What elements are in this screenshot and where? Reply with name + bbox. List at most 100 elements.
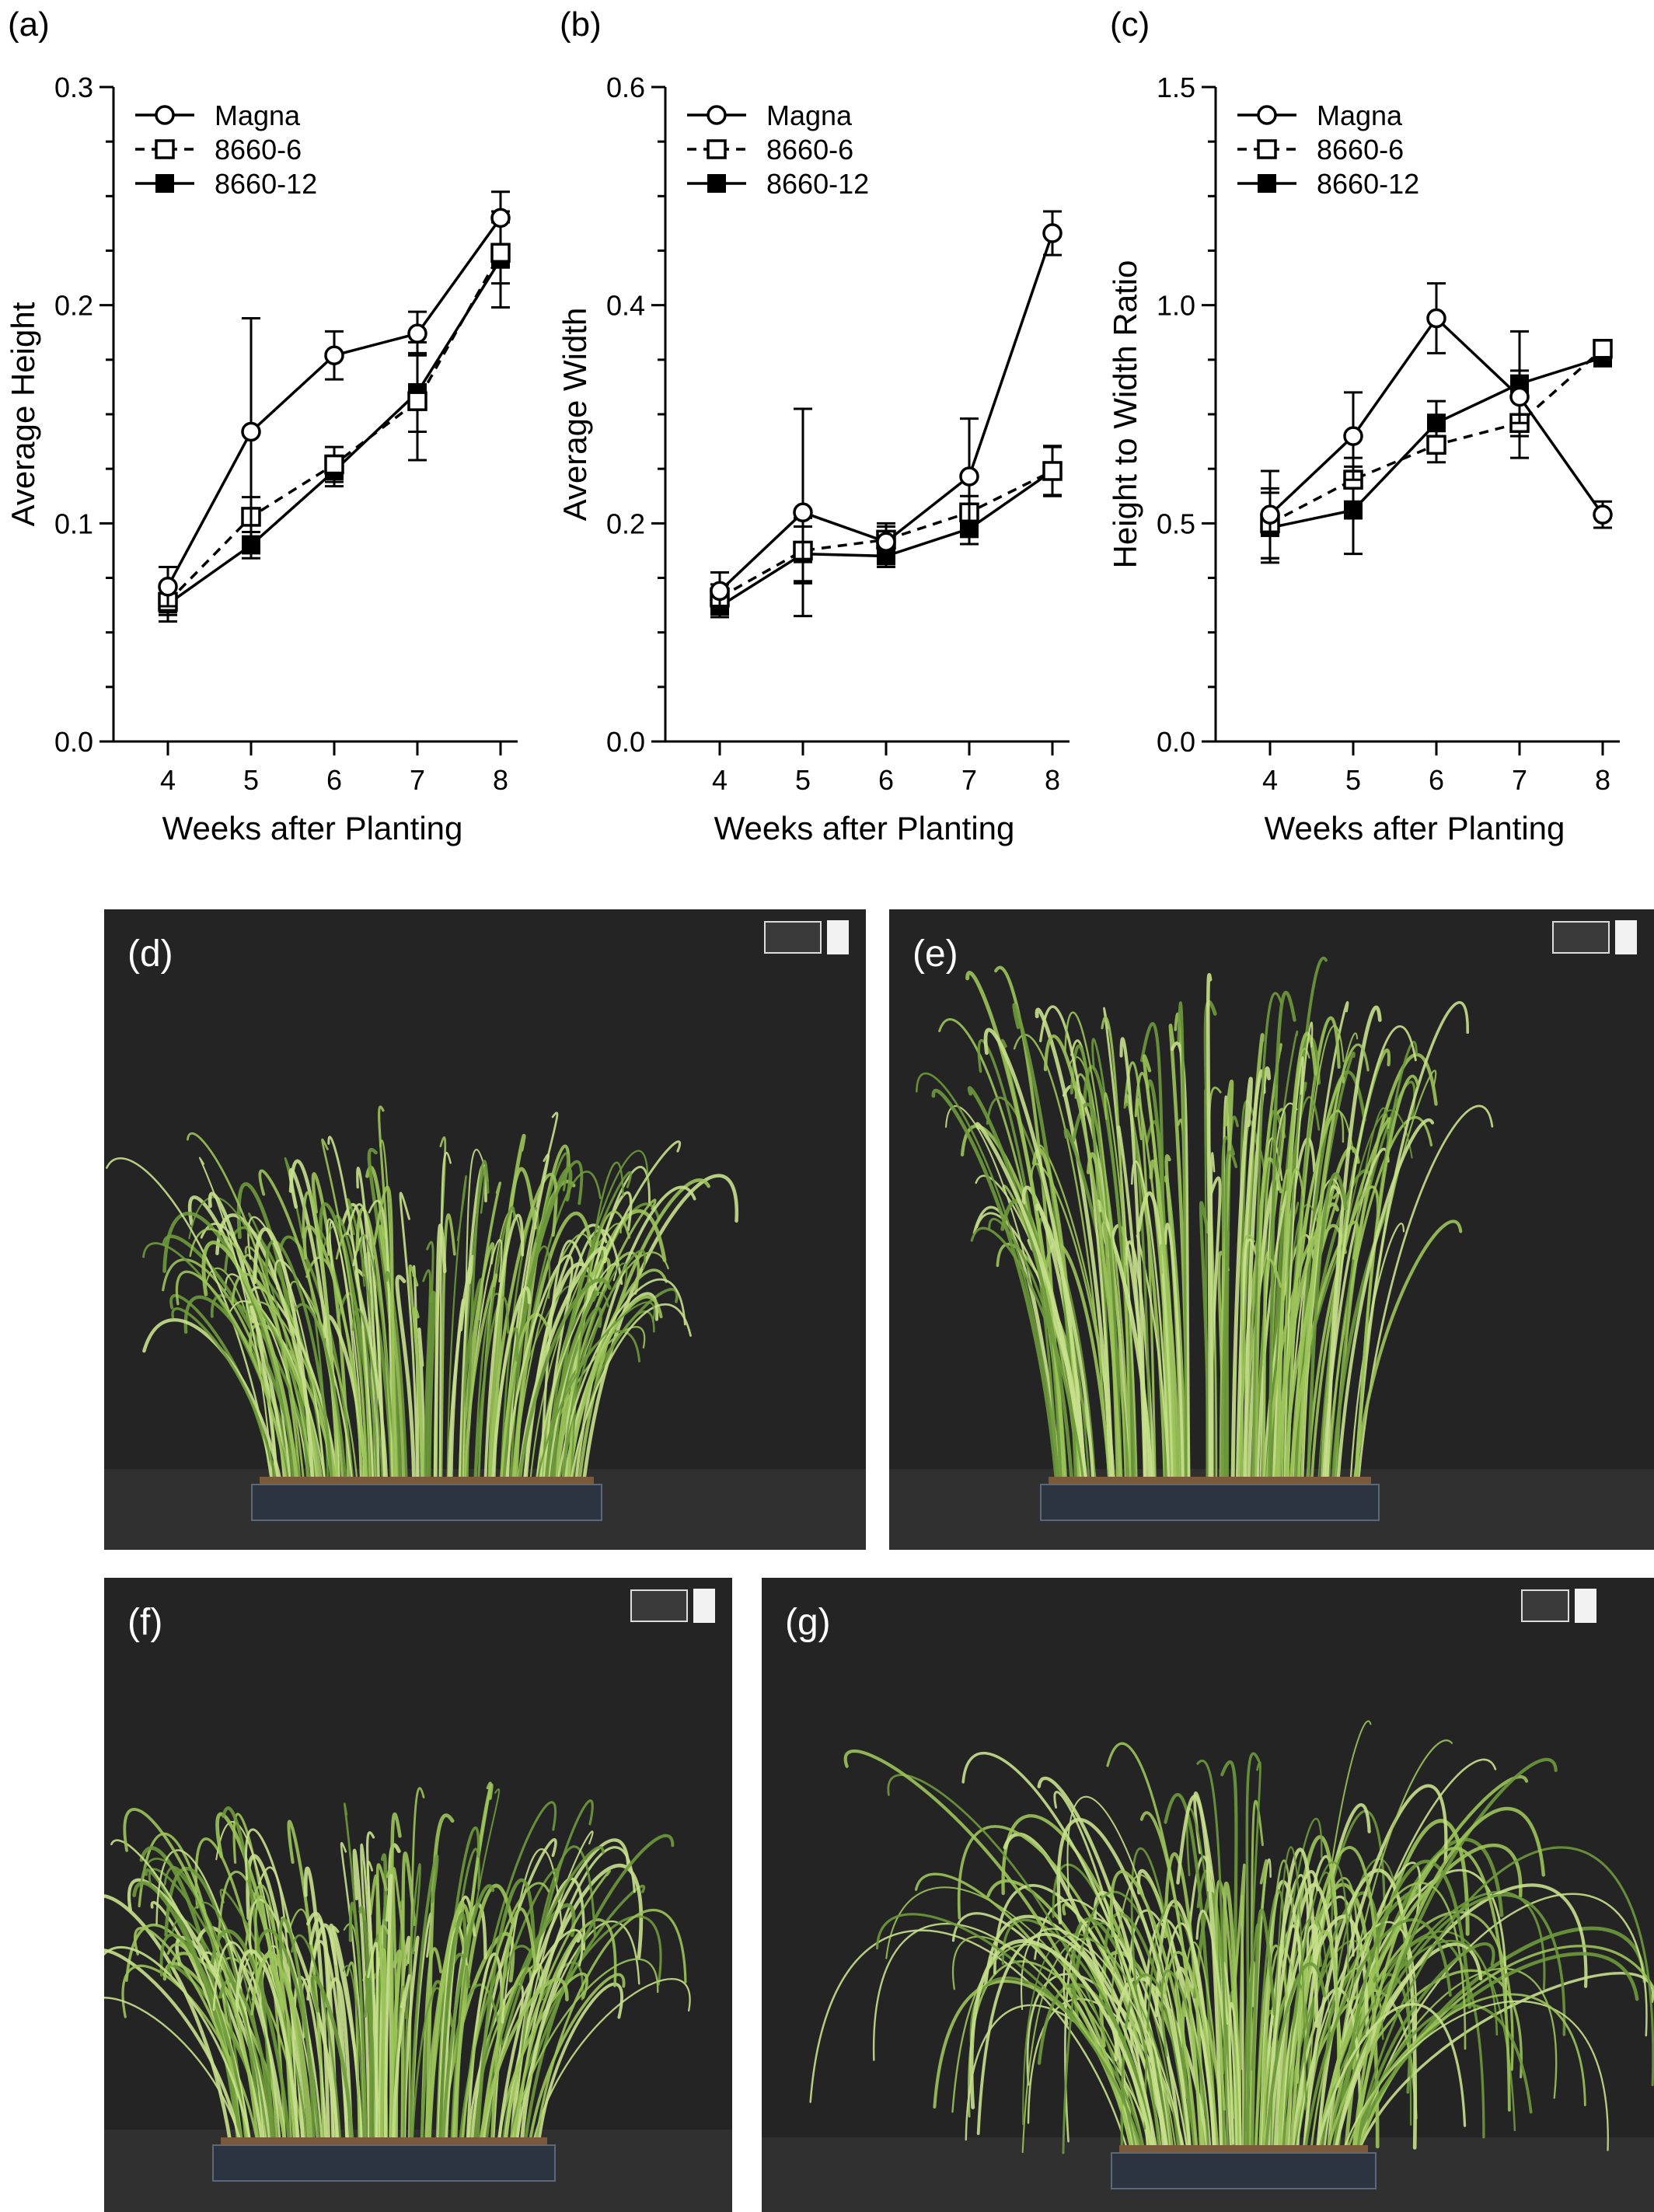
grass-blade [970, 1226, 1085, 1486]
grass-blade [227, 1300, 326, 1486]
grass-blade [1231, 1863, 1246, 2154]
grass-blade [159, 1933, 249, 2147]
y-tick-label: 0.5 [1157, 508, 1195, 539]
x-tick-label: 7 [410, 764, 425, 796]
grass-blade [536, 1301, 656, 1486]
panel-label: (c) [1110, 5, 1150, 44]
grass-blade [212, 1941, 281, 2147]
grass-blade [1035, 1007, 1114, 1487]
grass-blade [372, 1185, 396, 1486]
legend-label: Magna [215, 99, 301, 131]
data-point [241, 421, 261, 442]
grass-blade [490, 1907, 538, 2147]
legend-label: 8660-12 [215, 168, 317, 200]
grass-blade [466, 1160, 490, 1486]
x-tick-label: 5 [795, 764, 811, 796]
grass-blade [265, 1240, 333, 1486]
grass-blade [478, 1977, 569, 2147]
grass-blade [1021, 1928, 1185, 2154]
grass-blade [1335, 1118, 1435, 1487]
grass-blade [1103, 1912, 1190, 2154]
grass-blade [504, 1869, 611, 2147]
legend-label: Magna [1317, 99, 1403, 131]
grass-blade [961, 1751, 1170, 2154]
grass-blade [531, 1978, 691, 2147]
x-tick-label: 8 [1045, 764, 1060, 796]
grass-blade [142, 1318, 283, 1487]
panel-label: (a) [8, 5, 50, 44]
data-point [324, 345, 344, 365]
data-point [1593, 504, 1613, 525]
grass-blade [438, 1152, 452, 1486]
y-tick-label: 0.1 [54, 508, 93, 539]
grass-blade [1176, 1795, 1223, 2155]
grass-blade [477, 1205, 516, 1486]
series-line [166, 217, 502, 588]
data-point [324, 454, 344, 475]
series-8660-6 [158, 221, 511, 616]
grass-blade [352, 1848, 371, 2147]
data-point [1426, 434, 1446, 455]
grass-blade [1003, 1832, 1136, 2155]
grass-blade [1062, 1890, 1197, 2154]
line-charts: (a) 0.0 0.1 0.2 0.3 4 5 6 7 8 Weeks after Planting… [5, 5, 1620, 846]
x-tick-label: 4 [1262, 764, 1278, 796]
data-point [158, 576, 178, 597]
grass-blade [487, 1133, 526, 1487]
grass-blade [361, 1234, 396, 1486]
grass-blade [292, 1976, 328, 2147]
grass-blade [427, 1903, 471, 2147]
data-point [490, 242, 511, 263]
grass-blade [1331, 1893, 1566, 2154]
legend-label: Magna [766, 99, 853, 131]
grass-blade [511, 1211, 593, 1487]
grass-blades [104, 1781, 691, 2147]
grass-blade [106, 1157, 273, 1486]
grass-blade [1096, 1199, 1153, 1487]
series-magna [710, 210, 1063, 618]
grass-blade [1300, 1032, 1359, 1486]
grass-blade [277, 1235, 354, 1486]
grass-blade [1136, 1191, 1175, 1487]
grass-blade [395, 1275, 417, 1487]
grass-blade [1164, 1223, 1185, 1486]
grass-blade [1271, 1081, 1307, 1486]
series-magna [1260, 282, 1613, 560]
grass-blade [1355, 1074, 1420, 1486]
data-point [1426, 308, 1446, 329]
grass-blade [1035, 1203, 1095, 1487]
grass-blade [436, 1925, 468, 2147]
grass-blade [256, 1928, 321, 2147]
chart-c: (c) 0.0 0.5 1.0 1.5 4 5 6 7 8 Weeks after Planting… [1107, 5, 1620, 846]
legend-marker [1257, 105, 1277, 125]
grass-blade [250, 1955, 311, 2147]
grass-blade [1160, 1970, 1210, 2154]
grass-blade [348, 1901, 368, 2147]
y-tick-label: 0.0 [54, 726, 93, 758]
x-tick-label: 5 [1345, 764, 1361, 796]
grass-blade [327, 1136, 375, 1486]
legend-label: 8660-6 [215, 134, 302, 166]
grass-blade [490, 1286, 532, 1487]
grass-blade [254, 1895, 298, 2147]
grass-blade [1290, 1891, 1380, 2155]
grass-blade [528, 1973, 626, 2147]
grass-blade [1336, 1107, 1389, 1486]
legend-label: 8660-6 [1317, 134, 1404, 166]
grass-blade [509, 1152, 569, 1486]
grass-blade [969, 1939, 1155, 2155]
grass-blade [466, 1952, 504, 2147]
data-point [1260, 504, 1280, 525]
chart-a: (a) 0.0 0.1 0.2 0.3 4 5 6 7 8 Weeks after Planting… [5, 5, 518, 846]
grass-blade [249, 1898, 323, 2147]
grass-blade [222, 1806, 274, 2147]
data-point [1593, 339, 1613, 359]
x-axis-title: Weeks after Planting [1265, 810, 1565, 846]
grass-blade [311, 1172, 351, 1487]
grass-blade [1324, 1005, 1382, 1487]
grass-blade [438, 1912, 467, 2147]
grass-blade [931, 1088, 1059, 1487]
grass-blade [1251, 992, 1283, 1486]
grass-blade [412, 1265, 420, 1486]
grass-blade [1210, 1152, 1216, 1486]
